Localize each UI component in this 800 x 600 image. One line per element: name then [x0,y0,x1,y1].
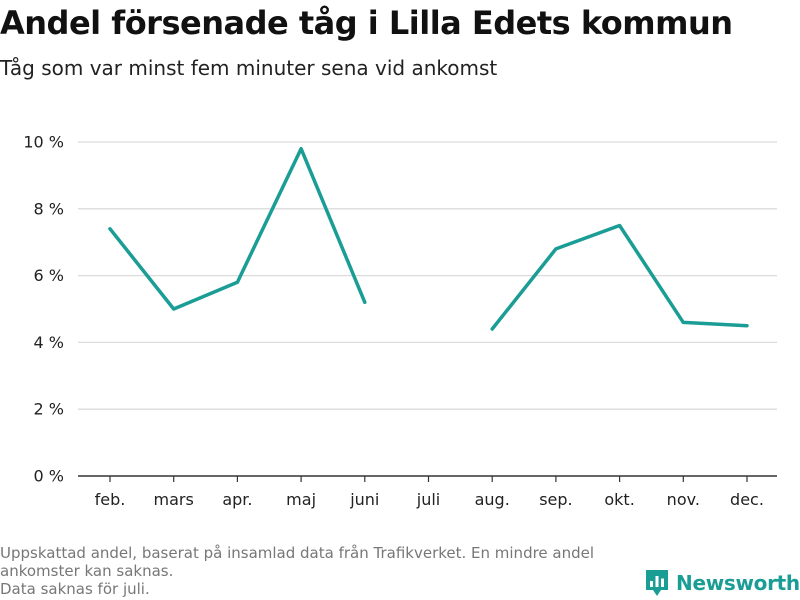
brand-logo: Newsworthy [644,568,800,598]
x-tick-label: feb. [95,490,126,509]
y-axis-tick-labels: 0 % 2 % 4 % 6 % 8 % 10 % [23,133,64,486]
x-tick-label: nov. [667,490,700,509]
x-tick-label: dec. [730,490,764,509]
footnote-missing-data: Data saknas för juli. [0,580,150,598]
y-tick-label: 2 % [34,400,64,419]
x-axis: feb. mars apr. maj juni juli aug. sep. okt. nov. d… [78,475,777,509]
footnote-source: Uppskattad andel, baserat på insamlad da… [0,544,599,580]
x-tick-label: maj [286,490,316,509]
x-tick-label: sep. [539,490,572,509]
x-tick-label: aug. [475,490,510,509]
line-chart: 0 % 2 % 4 % 6 % 8 % 10 % feb. mars apr. maj juni j… [23,133,777,509]
chart-title: Andel försenade tåg i Lilla Edets kommun [0,4,733,42]
x-tick-label: juni [349,490,379,509]
brand-name: Newsworthy [676,571,800,595]
x-tick-label: apr. [222,490,252,509]
series-lines [108,146,749,331]
newsworthy-logo-icon [646,570,668,596]
x-tick-label: okt. [604,490,634,509]
series-line-segment-2 [490,223,749,331]
y-tick-label: 4 % [34,333,64,352]
series-line-segment-1 [108,146,367,311]
y-tick-label: 0 % [34,467,64,486]
y-gridlines [78,141,777,410]
x-tick-label: juli [416,490,440,509]
y-tick-label: 10 % [23,133,64,152]
footnote: Uppskattad andel, baserat på insamlad da… [0,544,640,598]
chart-subtitle: Tåg som var minst fem minuter sena vid a… [0,56,498,80]
x-tick-label: mars [154,490,194,509]
y-tick-label: 8 % [34,199,64,218]
y-tick-label: 6 % [34,266,64,285]
